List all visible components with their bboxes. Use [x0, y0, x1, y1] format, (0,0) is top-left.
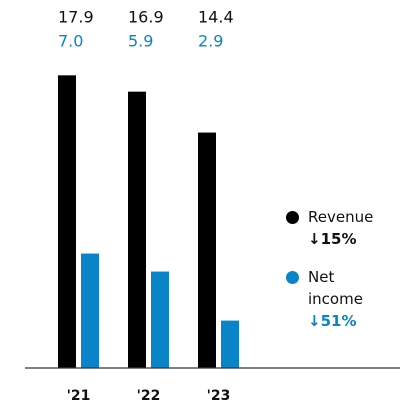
bar	[81, 253, 99, 368]
bar	[221, 320, 239, 368]
bar	[198, 132, 216, 368]
legend-change: ↓15%	[308, 230, 357, 248]
bar	[58, 75, 76, 369]
legend-swatch	[286, 271, 299, 284]
value-label: 17.9	[58, 8, 94, 27]
x-tick-label: '21	[67, 388, 91, 404]
bar	[128, 91, 146, 368]
legend-label: Net income	[308, 268, 363, 308]
bar	[151, 271, 169, 368]
x-tick-label: '22	[137, 388, 161, 404]
legend-swatch	[286, 211, 299, 224]
value-label: 2.9	[198, 32, 223, 51]
legend-label: Revenue	[308, 208, 374, 226]
value-label: 16.9	[128, 8, 164, 27]
value-label: 14.4	[198, 8, 234, 27]
legend-item: Revenue ↓15%	[286, 208, 374, 250]
legend-item: Net income ↓51%	[286, 268, 370, 332]
value-label: 7.0	[58, 32, 83, 51]
x-tick-label: '23	[207, 388, 231, 404]
legend-change: ↓51%	[308, 312, 357, 330]
value-label: 5.9	[128, 32, 153, 51]
